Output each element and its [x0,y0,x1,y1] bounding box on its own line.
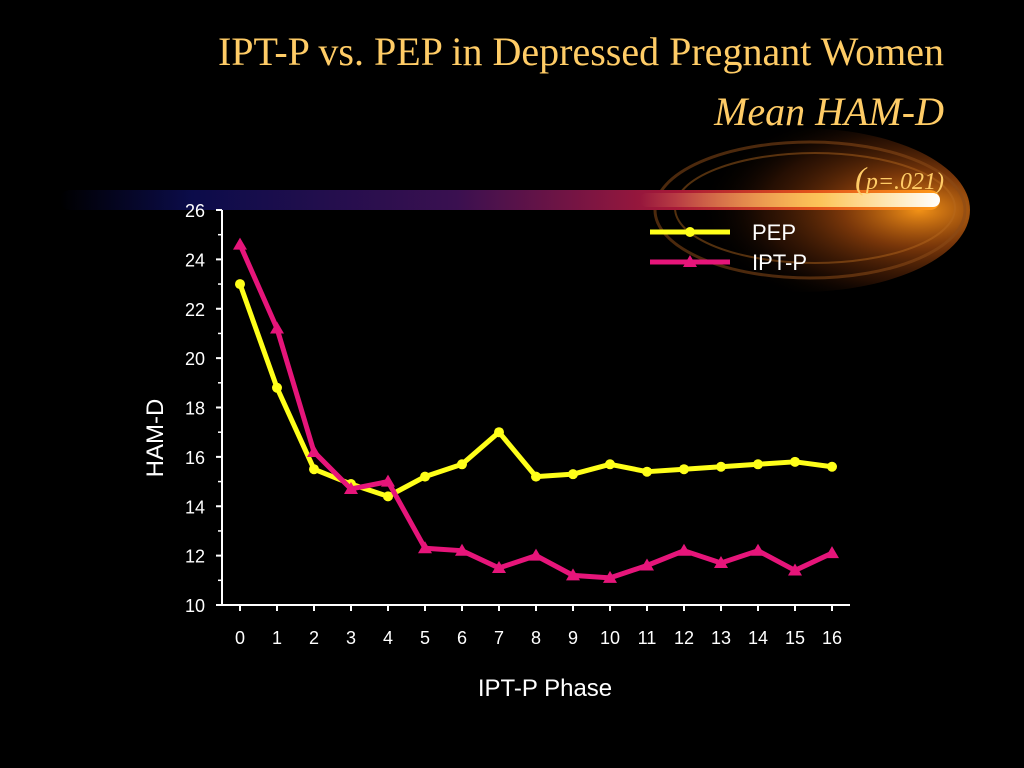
x-tick-label: 7 [494,628,504,648]
data-point-pep [309,464,319,475]
slide-subtitle: Mean HAM-D [714,89,944,134]
p-value: (p=.021) [855,160,944,197]
data-point-pep [235,279,245,290]
legend-marker-iptp [683,255,697,267]
slide-title: IPT-P vs. PEP in Depressed Pregnant Wome… [217,29,944,74]
data-point-pep [531,471,541,482]
data-point-pep [753,459,763,470]
data-point-iptp [640,558,654,571]
data-point-iptp [603,570,617,583]
data-point-pep [568,469,578,480]
y-tick-label: 16 [185,448,205,468]
y-tick-label: 18 [185,399,205,419]
y-tick-label: 22 [185,300,205,320]
data-point-iptp [566,568,580,581]
data-point-iptp [418,541,432,554]
x-tick-label: 6 [457,628,467,648]
decorative-swoosh [60,128,970,292]
x-tick-label: 0 [235,628,245,648]
x-tick-label: 14 [748,628,768,648]
x-tick-label: 11 [638,628,657,648]
x-tick-label: 15 [785,628,805,648]
x-axis-title: IPT-P Phase [478,675,612,702]
data-point-iptp [529,548,543,561]
data-point-iptp [825,546,839,559]
x-tick-label: 2 [309,628,319,648]
legend-item-pep: PEP [650,220,796,245]
data-point-pep [716,461,726,472]
data-point-pep [642,466,652,477]
data-point-pep [679,464,689,475]
x-tick-label: 12 [674,628,694,648]
data-point-iptp [381,474,395,487]
legend: PEP IPT-P [650,220,807,275]
legend-item-iptp: IPT-P [650,250,807,275]
y-tick-label: 24 [185,250,205,270]
data-point-iptp [788,563,802,576]
y-tick-label: 10 [185,596,205,616]
data-point-iptp [307,444,321,457]
legend-label-iptp: IPT-P [752,250,807,275]
y-tick-label: 14 [185,497,205,517]
y-tick-label: 26 [185,201,205,221]
x-tick-label: 1 [272,628,282,648]
p-value-text: p=.021) [865,169,944,195]
data-point-iptp [455,543,469,556]
legend-marker-pep [685,227,695,237]
data-point-pep [457,459,467,470]
data-point-pep [494,427,504,438]
x-tick-label: 5 [420,628,430,648]
y-axis-title: HAM-D [142,399,169,478]
x-tick-label: 16 [822,628,842,648]
data-point-iptp [233,237,247,250]
data-point-iptp [492,560,506,573]
data-point-iptp [677,543,691,556]
x-tick-label: 8 [531,628,541,648]
legend-label-pep: PEP [752,220,796,245]
data-point-iptp [751,543,765,556]
y-tick-label: 12 [185,547,205,567]
data-point-iptp [270,321,284,334]
x-tick-label: 13 [711,628,731,648]
x-tick-label: 4 [383,628,393,648]
x-tick-label: 10 [600,628,620,648]
data-point-pep [420,471,430,482]
x-tick-label: 9 [568,628,578,648]
y-tick-label: 20 [185,349,205,369]
data-point-pep [605,459,615,470]
p-value-paren: ( [855,160,866,196]
x-tick-label: 3 [346,628,356,648]
data-point-pep [272,382,282,393]
data-point-pep [790,456,800,467]
series-line-iptp [237,243,834,581]
data-point-pep [827,461,837,472]
data-point-iptp [344,481,358,494]
data-point-iptp [714,556,728,569]
data-point-pep [383,491,393,502]
